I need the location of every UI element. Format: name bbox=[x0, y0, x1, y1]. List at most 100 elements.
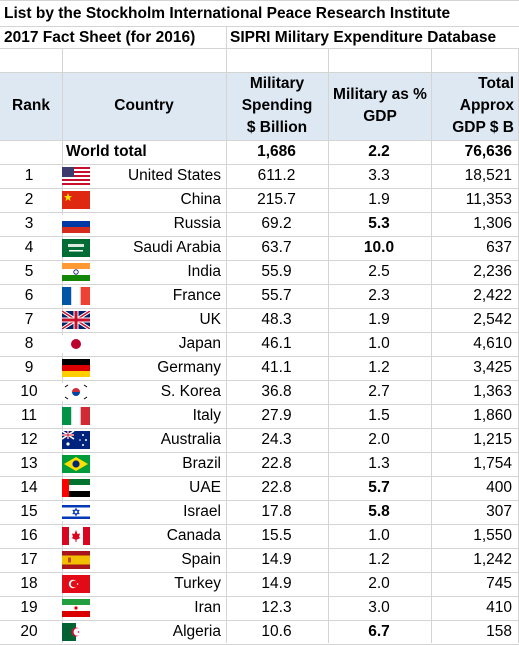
header-rank[interactable]: Rank bbox=[12, 97, 50, 114]
gdp-total-cell[interactable]: 2,236 bbox=[473, 263, 512, 280]
spending-cell[interactable]: 12.3 bbox=[261, 599, 292, 616]
gdp-pct-cell[interactable]: 3.3 bbox=[368, 167, 390, 184]
sheet-subtitle-right[interactable]: SIPRI Military Expenditure Database bbox=[230, 29, 497, 46]
header-military-gdp-pct[interactable]: Military as % GDP bbox=[333, 86, 427, 125]
gdp-total-cell[interactable]: 11,353 bbox=[465, 191, 512, 208]
gdp-pct-cell[interactable]: 2.7 bbox=[368, 383, 390, 400]
gdp-total-cell[interactable]: 3,425 bbox=[473, 359, 512, 376]
sheet-title[interactable]: List by the Stockholm International Peac… bbox=[4, 5, 451, 22]
country-cell[interactable]: Japan bbox=[178, 335, 221, 352]
gdp-total-cell[interactable]: 1,550 bbox=[473, 527, 512, 544]
spending-cell[interactable]: 22.8 bbox=[261, 479, 292, 496]
spending-cell[interactable]: 14.9 bbox=[261, 575, 292, 592]
rank-cell[interactable]: 6 bbox=[24, 287, 34, 304]
gdp-total-cell[interactable]: 307 bbox=[486, 503, 512, 520]
gdp-total-cell[interactable]: 2,422 bbox=[473, 287, 512, 304]
gdp-total-cell[interactable]: 4,610 bbox=[473, 335, 512, 352]
spending-cell[interactable]: 611.2 bbox=[257, 167, 296, 184]
country-cell[interactable]: UAE bbox=[189, 479, 221, 496]
gdp-pct-cell[interactable]: 5.3 bbox=[368, 215, 390, 232]
spending-cell[interactable]: 10.6 bbox=[261, 623, 292, 640]
spending-cell[interactable]: 63.7 bbox=[261, 239, 292, 256]
spending-cell[interactable]: 15.5 bbox=[261, 527, 292, 544]
gdp-pct-cell[interactable]: 1.2 bbox=[368, 359, 390, 376]
world-total-label[interactable]: World total bbox=[66, 143, 147, 160]
gdp-pct-cell[interactable]: 1.2 bbox=[368, 551, 390, 568]
rank-cell[interactable]: 14 bbox=[20, 479, 38, 496]
header-military-spending[interactable]: Military Spending $ Billion bbox=[241, 75, 313, 136]
country-cell[interactable]: S. Korea bbox=[160, 383, 221, 400]
rank-cell[interactable]: 8 bbox=[24, 335, 34, 352]
country-cell[interactable]: France bbox=[172, 287, 221, 304]
gdp-total-cell[interactable]: 158 bbox=[486, 623, 512, 640]
rank-cell[interactable]: 15 bbox=[20, 503, 38, 520]
rank-cell[interactable]: 13 bbox=[20, 455, 38, 472]
country-cell[interactable]: Australia bbox=[160, 431, 221, 448]
gdp-pct-cell[interactable]: 1.0 bbox=[368, 527, 390, 544]
header-country[interactable]: Country bbox=[114, 97, 174, 114]
gdp-total-cell[interactable]: 1,363 bbox=[473, 383, 512, 400]
gdp-total-cell[interactable]: 410 bbox=[486, 599, 512, 616]
gdp-total-cell[interactable]: 745 bbox=[486, 575, 512, 592]
spending-cell[interactable]: 22.8 bbox=[261, 455, 292, 472]
gdp-pct-cell[interactable]: 10.0 bbox=[363, 239, 395, 256]
gdp-pct-cell[interactable]: 1.9 bbox=[368, 311, 390, 328]
country-cell[interactable]: United States bbox=[127, 167, 221, 184]
spending-cell[interactable]: 55.7 bbox=[261, 287, 292, 304]
rank-cell[interactable]: 16 bbox=[20, 527, 38, 544]
country-cell[interactable]: Brazil bbox=[182, 455, 221, 472]
gdp-total-cell[interactable]: 637 bbox=[486, 239, 512, 256]
world-total-gdp[interactable]: 76,636 bbox=[464, 143, 512, 160]
spending-cell[interactable]: 24.3 bbox=[261, 431, 292, 448]
gdp-pct-cell[interactable]: 3.0 bbox=[368, 599, 390, 616]
rank-cell[interactable]: 5 bbox=[24, 263, 34, 280]
gdp-pct-cell[interactable]: 2.0 bbox=[368, 575, 390, 592]
country-cell[interactable]: India bbox=[187, 263, 221, 280]
gdp-total-cell[interactable]: 1,242 bbox=[473, 551, 512, 568]
rank-cell[interactable]: 12 bbox=[20, 431, 38, 448]
gdp-pct-cell[interactable]: 5.8 bbox=[368, 503, 390, 520]
spending-cell[interactable]: 69.2 bbox=[261, 215, 292, 232]
spending-cell[interactable]: 215.7 bbox=[257, 191, 296, 208]
country-cell[interactable]: Russia bbox=[173, 215, 221, 232]
rank-cell[interactable]: 9 bbox=[24, 359, 34, 376]
gdp-total-cell[interactable]: 1,754 bbox=[473, 455, 512, 472]
spending-cell[interactable]: 48.3 bbox=[261, 311, 292, 328]
country-cell[interactable]: China bbox=[180, 191, 222, 208]
rank-cell[interactable]: 3 bbox=[24, 215, 34, 232]
country-cell[interactable]: Spain bbox=[181, 551, 221, 568]
country-cell[interactable]: Turkey bbox=[174, 575, 221, 592]
rank-cell[interactable]: 18 bbox=[20, 575, 38, 592]
country-cell[interactable]: UK bbox=[199, 311, 221, 328]
gdp-total-cell[interactable]: 18,521 bbox=[464, 167, 512, 184]
gdp-pct-cell[interactable]: 2.0 bbox=[368, 431, 390, 448]
gdp-pct-cell[interactable]: 5.7 bbox=[368, 479, 390, 496]
rank-cell[interactable]: 1 bbox=[24, 167, 34, 184]
world-total-gdp-pct[interactable]: 2.2 bbox=[368, 143, 390, 160]
spending-cell[interactable]: 14.9 bbox=[261, 551, 292, 568]
rank-cell[interactable]: 11 bbox=[20, 407, 38, 424]
spending-cell[interactable]: 27.9 bbox=[261, 407, 292, 424]
gdp-pct-cell[interactable]: 6.7 bbox=[368, 623, 390, 640]
world-total-spending[interactable]: 1,686 bbox=[257, 143, 296, 160]
rank-cell[interactable]: 20 bbox=[20, 623, 38, 640]
gdp-pct-cell[interactable]: 2.5 bbox=[368, 263, 390, 280]
country-cell[interactable]: Germany bbox=[157, 359, 221, 376]
gdp-total-cell[interactable]: 1,860 bbox=[473, 407, 512, 424]
gdp-total-cell[interactable]: 400 bbox=[486, 479, 512, 496]
country-cell[interactable]: Saudi Arabia bbox=[133, 239, 221, 256]
rank-cell[interactable]: 2 bbox=[24, 191, 34, 208]
spending-cell[interactable]: 41.1 bbox=[261, 359, 292, 376]
rank-cell[interactable]: 10 bbox=[20, 383, 38, 400]
sheet-subtitle-left[interactable]: 2017 Fact Sheet (for 2016) bbox=[4, 29, 196, 46]
spending-cell[interactable]: 46.1 bbox=[261, 335, 292, 352]
rank-cell[interactable]: 17 bbox=[20, 551, 38, 568]
gdp-total-cell[interactable]: 1,306 bbox=[473, 215, 512, 232]
rank-cell[interactable]: 19 bbox=[20, 599, 38, 616]
spending-cell[interactable]: 36.8 bbox=[261, 383, 292, 400]
gdp-total-cell[interactable]: 2,542 bbox=[473, 311, 512, 328]
rank-cell[interactable]: 4 bbox=[24, 239, 34, 256]
header-total-gdp[interactable]: Total Approx GDP $ B bbox=[452, 75, 514, 136]
country-cell[interactable]: Canada bbox=[166, 527, 221, 544]
gdp-pct-cell[interactable]: 1.0 bbox=[368, 335, 390, 352]
